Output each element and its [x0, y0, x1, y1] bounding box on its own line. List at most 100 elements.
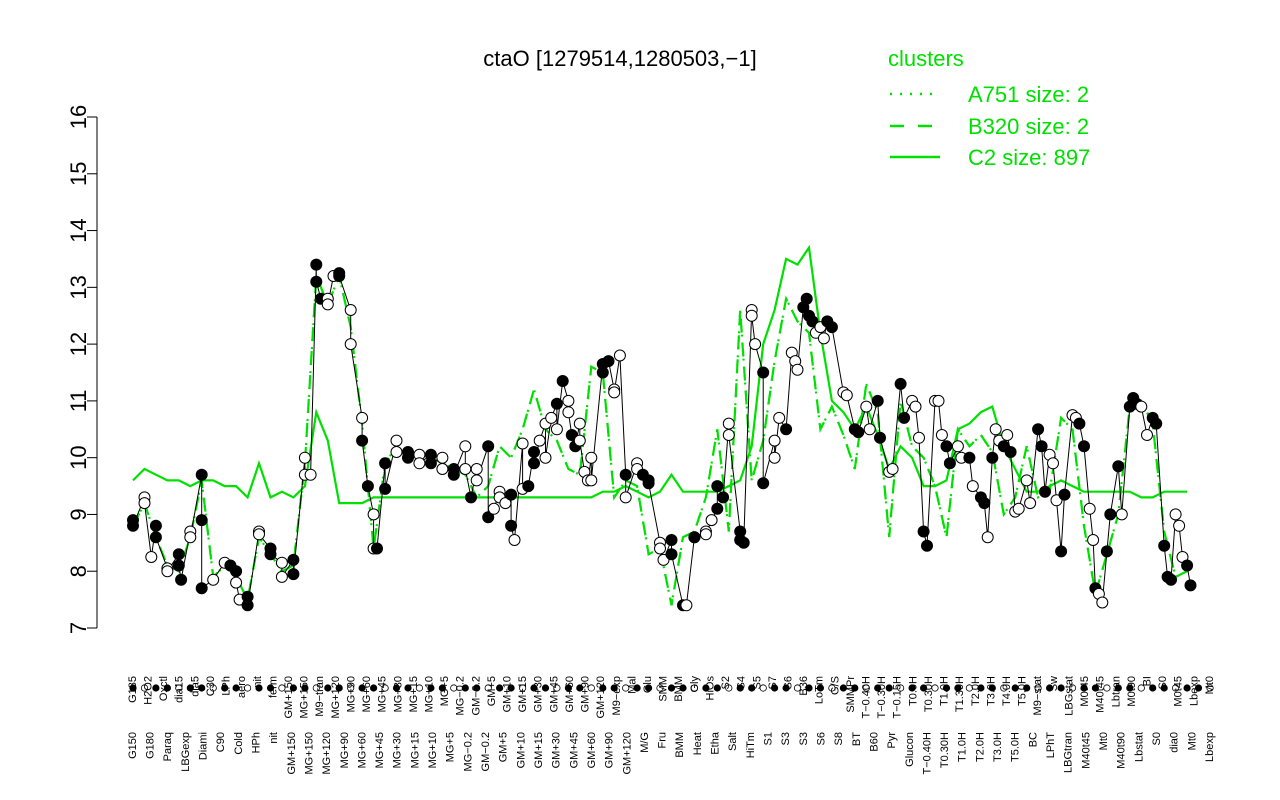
- y-axis: 7 8 9 10 11 12 13 14 15 16: [66, 105, 98, 634]
- data-point: [642, 477, 655, 490]
- x-rug-mark: [244, 684, 252, 692]
- data-point: [321, 298, 334, 311]
- data-point: [825, 321, 838, 334]
- x-tick-label-top: G135: [127, 676, 139, 703]
- data-point: [482, 511, 495, 524]
- data-point: [963, 451, 976, 464]
- x-tick-label-top: S6: [782, 676, 794, 689]
- x-rug-mark: [1160, 684, 1168, 692]
- x-rug-mark: [679, 684, 687, 692]
- data-point: [1073, 417, 1086, 430]
- y-tick-label: 10: [66, 445, 91, 469]
- x-rug-mark: [312, 684, 320, 692]
- x-tick-label-top: MG+60: [361, 676, 373, 712]
- x-rug-mark: [919, 684, 928, 692]
- data-point: [264, 548, 277, 561]
- x-rug-mark: [633, 684, 641, 692]
- data-point: [596, 366, 609, 379]
- data-point: [573, 434, 586, 447]
- x-tick-label-top: dia5: [189, 676, 201, 697]
- x-tick-label-bottom: MG+30: [392, 732, 404, 768]
- x-tick-label-top: S4: [736, 676, 748, 689]
- x-tick-label-top: T−0.40H: [861, 676, 873, 719]
- data-point: [195, 514, 208, 527]
- x-tick-label-bottom: G180: [145, 732, 157, 759]
- data-point: [562, 394, 575, 407]
- data-point: [619, 468, 632, 481]
- x-rug-mark: [358, 684, 366, 692]
- data-point: [1039, 485, 1051, 498]
- data-point: [966, 480, 979, 493]
- x-rug-mark: [644, 684, 653, 692]
- x-tick-label-bottom: S3: [780, 732, 792, 745]
- x-tick-label-top: G/S: [829, 676, 841, 695]
- data-point: [1032, 423, 1045, 436]
- x-tick-label-top: M0t45: [1079, 676, 1091, 707]
- data-point: [528, 446, 540, 458]
- x-tick-label-bottom: MG+60: [356, 732, 368, 768]
- x-tick-label-top: Sw: [1048, 676, 1060, 691]
- data-point: [894, 377, 907, 390]
- data-point: [253, 528, 265, 541]
- x-tick-label-bottom: HPh: [250, 732, 262, 753]
- x-rug-mark: [186, 684, 194, 692]
- x-tick-label-bottom: MG+150: [303, 732, 315, 775]
- x-tick-label-bottom: Salt: [727, 732, 739, 751]
- data-point: [989, 423, 1002, 436]
- x-tick-label-bottom: S6: [815, 732, 827, 745]
- data-point: [304, 468, 317, 481]
- data-point: [447, 468, 460, 481]
- x-tick-label-bottom: MG+45: [374, 732, 386, 768]
- x-rug-mark: [289, 684, 297, 692]
- data-point: [361, 480, 374, 493]
- data-point: [757, 477, 770, 490]
- x-rug-mark: [748, 684, 756, 692]
- data-point: [886, 463, 899, 475]
- series-line-dotted: [132, 272, 1188, 606]
- x-rug-mark: [977, 684, 985, 692]
- x-tick-label-top: MG+5: [439, 676, 451, 706]
- x-tick-label-top: M0t90: [1126, 676, 1138, 707]
- x-tick-label-bottom: T0.30H: [939, 732, 951, 768]
- x-rug-mark: [770, 684, 779, 692]
- x-tick-label-bottom: Glucon: [904, 732, 916, 767]
- x-rug-mark: [541, 684, 550, 692]
- x-tick-label-top: GM−0.2: [470, 676, 482, 715]
- data-point: [940, 440, 953, 453]
- x-tick-label-bottom: Etha: [710, 731, 722, 755]
- data-point: [840, 389, 853, 402]
- x-tick-label-bottom: GM+15: [533, 732, 545, 768]
- x-tick-label-bottom: T−0.40H: [921, 732, 933, 775]
- data-point: [688, 531, 701, 544]
- x-rug-mark: [862, 684, 870, 692]
- x-tick-label-bottom: M40t90: [1116, 732, 1128, 769]
- x-tick-label-top: MG+45: [377, 676, 389, 712]
- data-point: [127, 519, 139, 532]
- x-rug-mark: [221, 684, 229, 692]
- data-point: [207, 573, 220, 586]
- data-point: [149, 519, 162, 532]
- data-point: [665, 534, 678, 546]
- data-point: [371, 542, 383, 555]
- data-point: [310, 258, 323, 271]
- data-point: [613, 349, 626, 362]
- y-tick-label: 9: [66, 508, 91, 520]
- data-point: [275, 556, 288, 569]
- x-tick-label-top: T−0.30H: [876, 676, 888, 719]
- data-point: [871, 394, 884, 407]
- x-tick-label-top: S7: [767, 676, 779, 689]
- x-tick-label-top: aero: [236, 676, 248, 698]
- x-tick-label-top: LPh: [221, 676, 233, 696]
- y-tick-label: 7: [66, 622, 91, 634]
- x-tick-label-bottom: G150: [127, 732, 139, 759]
- y-tick-label: 16: [66, 105, 91, 129]
- x-rug-mark: [851, 684, 859, 692]
- x-rug-mark: [942, 684, 951, 692]
- data-point: [1104, 508, 1117, 521]
- x-rug-mark: [278, 684, 286, 692]
- x-tick-label-top: LBGstat: [1063, 676, 1075, 716]
- data-point: [1058, 488, 1071, 501]
- legend-entry-b320: B320 size: 2: [968, 114, 1089, 139]
- x-tick-label-top: nit: [252, 676, 264, 688]
- x-tick-label-top: T3.0H: [985, 676, 997, 706]
